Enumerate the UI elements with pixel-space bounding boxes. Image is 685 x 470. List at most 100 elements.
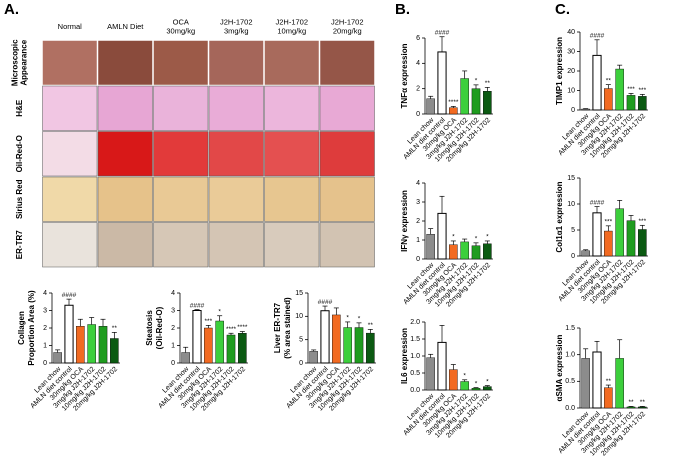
bar <box>471 88 481 115</box>
micrograph <box>208 40 264 86</box>
bar <box>592 54 602 111</box>
bar <box>332 314 341 364</box>
bar <box>592 212 602 257</box>
significance: *** <box>205 318 213 325</box>
bar <box>460 78 469 115</box>
column-label: J2H-1702 3mg/kg <box>220 17 253 35</box>
y-axis-label: αSMA expression <box>555 334 564 401</box>
bar <box>638 406 647 409</box>
row-label: MicroscopicAppearance <box>11 39 29 86</box>
significance: **** <box>448 99 459 106</box>
bar <box>483 386 492 391</box>
y-tick-label: 3 <box>416 199 420 206</box>
micrograph <box>97 222 153 268</box>
bar <box>604 88 613 111</box>
significance: *** <box>627 86 635 93</box>
bar <box>354 327 364 364</box>
y-tick-label: 2 <box>416 86 420 93</box>
micrograph <box>319 176 375 222</box>
micrograph <box>264 131 320 177</box>
significance: #### <box>62 292 77 299</box>
bar <box>181 352 190 364</box>
y-tick-label: 1.5 <box>410 336 420 343</box>
bar <box>110 338 119 364</box>
bar <box>64 304 74 364</box>
row-label: ER-TR7 <box>15 230 24 259</box>
y-tick-label: 0.5 <box>410 370 420 377</box>
significance: * <box>358 316 361 323</box>
significance: ** <box>640 399 646 406</box>
y-axis-label: Proportion Area (%) <box>27 290 36 366</box>
micrograph <box>208 85 264 131</box>
bar <box>215 320 224 364</box>
y-tick-label: 2 <box>416 218 420 225</box>
y-tick-label: 15 <box>567 175 575 182</box>
micrograph <box>153 176 209 222</box>
bar <box>98 326 108 364</box>
micrograph <box>42 222 98 268</box>
micrograph <box>42 131 98 177</box>
y-tick-label: 4 <box>43 290 47 297</box>
micrograph <box>97 176 153 222</box>
significance: #### <box>590 199 605 206</box>
micrograph <box>153 40 209 86</box>
y-tick-label: 5 <box>571 227 575 234</box>
y-tick-label: 30 <box>567 48 575 55</box>
bar <box>615 358 624 409</box>
bar <box>76 326 85 364</box>
significance: ** <box>628 399 634 406</box>
row-label: Sirius Red <box>15 179 24 219</box>
bar <box>366 332 375 364</box>
micrograph <box>319 222 375 268</box>
bar <box>615 208 624 257</box>
significance: * <box>475 236 478 243</box>
column-label: AMLN Diet <box>107 22 144 31</box>
significance: * <box>475 78 478 85</box>
y-tick-label: 5 <box>299 337 303 344</box>
bar <box>604 387 613 409</box>
micrograph <box>319 40 375 86</box>
micrograph <box>208 131 264 177</box>
significance: *** <box>639 218 647 225</box>
y-tick-label: 0 <box>416 256 420 263</box>
y-tick-label: 1 <box>43 342 47 349</box>
y-tick-label: 0 <box>571 107 575 114</box>
y-axis-label: (Oil-Red-O) <box>155 306 164 349</box>
column-label: Normal <box>58 22 83 31</box>
significance: * <box>475 380 478 387</box>
bar <box>483 90 492 115</box>
micrograph <box>97 40 153 86</box>
bar <box>449 107 458 115</box>
bar <box>581 358 590 409</box>
significance: #### <box>318 299 333 306</box>
significance: *** <box>605 219 613 226</box>
bar <box>238 333 247 364</box>
y-tick-label: 0.0 <box>410 387 420 394</box>
y-tick-label: 2.0 <box>410 319 420 326</box>
significance: **** <box>237 324 248 331</box>
micrograph <box>153 131 209 177</box>
micrograph <box>264 176 320 222</box>
bar <box>592 351 602 409</box>
y-axis-label: Steatosis <box>145 310 154 346</box>
y-tick-label: 0 <box>416 111 420 118</box>
micrograph <box>153 85 209 131</box>
bar <box>638 229 647 257</box>
row-label: Oil-Red-O <box>15 135 24 172</box>
significance: ** <box>606 77 612 84</box>
y-tick-label: 0 <box>571 253 575 260</box>
bar <box>638 96 647 111</box>
y-axis-label: TNFα expression <box>400 43 409 108</box>
y-tick-label: 6 <box>416 35 420 42</box>
bar <box>53 352 62 364</box>
micrograph <box>42 85 98 131</box>
significance: * <box>486 234 489 241</box>
bar <box>460 381 469 391</box>
bar <box>471 388 481 391</box>
y-tick-label: 10 <box>567 87 575 94</box>
panel-label: B. <box>395 1 410 18</box>
micrograph <box>97 131 153 177</box>
y-tick-label: 2 <box>43 325 47 332</box>
column-label: J2H-1702 10mg/kg <box>275 17 308 35</box>
y-axis-label: Liver ER-TR7 <box>273 302 282 353</box>
